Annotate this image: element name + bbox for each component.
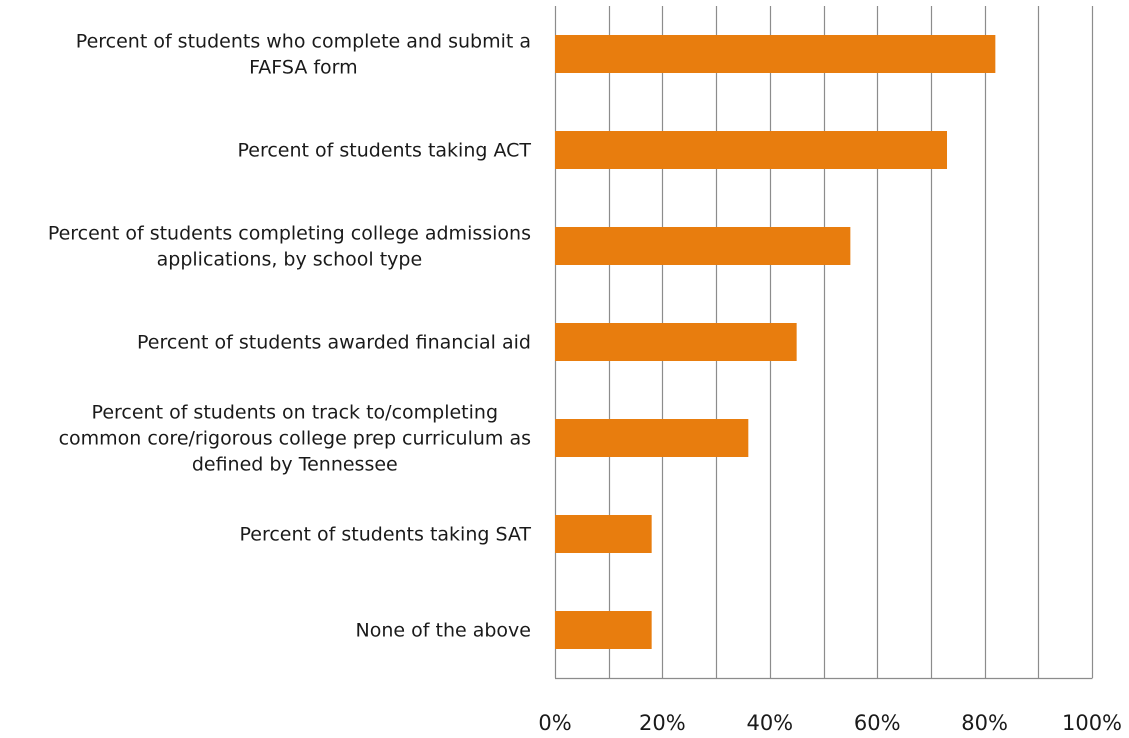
x-tick-label: 40% bbox=[746, 711, 793, 735]
tick-labels: 0% 20% 40% 60% 80% 100% bbox=[538, 711, 1122, 735]
category-label: Percent of students taking SAT bbox=[239, 524, 531, 546]
category-label: Percent of students who complete and sub… bbox=[76, 31, 531, 79]
category-label: Percent of students on track to/completi… bbox=[59, 402, 531, 476]
category-label: Percent of students completing college a… bbox=[48, 223, 531, 271]
bar bbox=[555, 611, 652, 649]
category-labels: Percent of students who complete and sub… bbox=[48, 31, 532, 642]
category-label-line: FAFSA form bbox=[249, 57, 358, 79]
category-label-line: Percent of students taking ACT bbox=[237, 140, 531, 162]
bar bbox=[555, 419, 749, 457]
category-label-line: None of the above bbox=[356, 620, 531, 642]
x-tick-label: 20% bbox=[639, 711, 686, 735]
bar bbox=[555, 227, 851, 265]
x-tick-label: 0% bbox=[538, 711, 571, 735]
category-label: None of the above bbox=[356, 620, 531, 642]
category-label-line: Percent of students taking SAT bbox=[239, 524, 531, 546]
category-label-line: common core/rigorous college prep curric… bbox=[59, 428, 531, 450]
x-tick-label: 80% bbox=[961, 711, 1008, 735]
category-label-line: Percent of students completing college a… bbox=[48, 223, 531, 245]
category-label-line: Percent of students awarded financial ai… bbox=[137, 332, 531, 354]
bar bbox=[555, 35, 996, 73]
bar bbox=[555, 131, 948, 169]
category-label: Percent of students awarded financial ai… bbox=[137, 332, 531, 354]
category-label: Percent of students taking ACT bbox=[237, 140, 531, 162]
x-tick-label: 60% bbox=[854, 711, 901, 735]
category-label-line: Percent of students on track to/completi… bbox=[92, 402, 498, 424]
category-label-line: applications, by school type bbox=[157, 249, 423, 271]
bar bbox=[555, 515, 652, 553]
x-tick-label: 100% bbox=[1062, 711, 1122, 735]
bar bbox=[555, 323, 797, 361]
category-label-line: defined by Tennessee bbox=[192, 454, 398, 476]
bars bbox=[555, 35, 996, 649]
category-label-line: Percent of students who complete and sub… bbox=[76, 31, 531, 53]
